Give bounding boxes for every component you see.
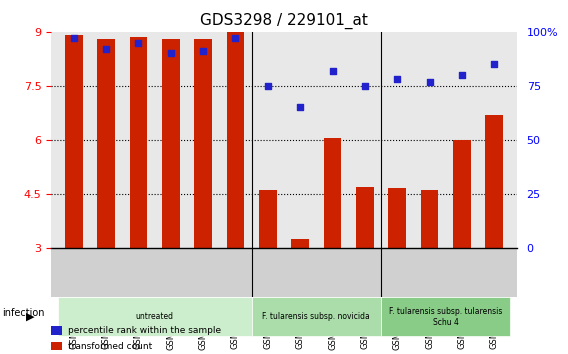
- Text: transformed count: transformed count: [68, 342, 152, 351]
- Point: [69, 35, 78, 41]
- Bar: [291, 239, 309, 354]
- Bar: [485, 115, 503, 354]
- Point: [134, 40, 143, 45]
- Point: [457, 72, 466, 78]
- Bar: [162, 39, 179, 354]
- Point: [490, 61, 499, 67]
- Text: F. tularensis subsp. novicida: F. tularensis subsp. novicida: [262, 312, 370, 321]
- Bar: [227, 32, 244, 354]
- Point: [264, 83, 273, 88]
- Text: percentile rank within the sample: percentile rank within the sample: [68, 326, 222, 335]
- Point: [295, 104, 304, 110]
- Text: untreated: untreated: [136, 312, 174, 321]
- Point: [199, 48, 208, 54]
- Point: [231, 35, 240, 41]
- Point: [102, 46, 111, 52]
- Bar: [97, 39, 115, 354]
- Bar: [130, 37, 147, 354]
- Bar: [356, 187, 374, 354]
- Point: [360, 83, 369, 88]
- Bar: [324, 138, 341, 354]
- Point: [166, 51, 176, 56]
- Bar: [453, 140, 471, 354]
- Point: [328, 68, 337, 74]
- Text: F. tularensis subsp. tularensis
Schu 4: F. tularensis subsp. tularensis Schu 4: [389, 307, 503, 327]
- Point: [392, 76, 402, 82]
- Bar: [389, 188, 406, 354]
- Bar: [65, 35, 83, 354]
- Point: [425, 79, 434, 84]
- Text: infection: infection: [2, 308, 45, 318]
- Bar: [194, 39, 212, 354]
- Bar: [259, 190, 277, 354]
- Title: GDS3298 / 229101_at: GDS3298 / 229101_at: [200, 13, 368, 29]
- Bar: [421, 190, 438, 354]
- Text: ▶: ▶: [26, 312, 34, 322]
